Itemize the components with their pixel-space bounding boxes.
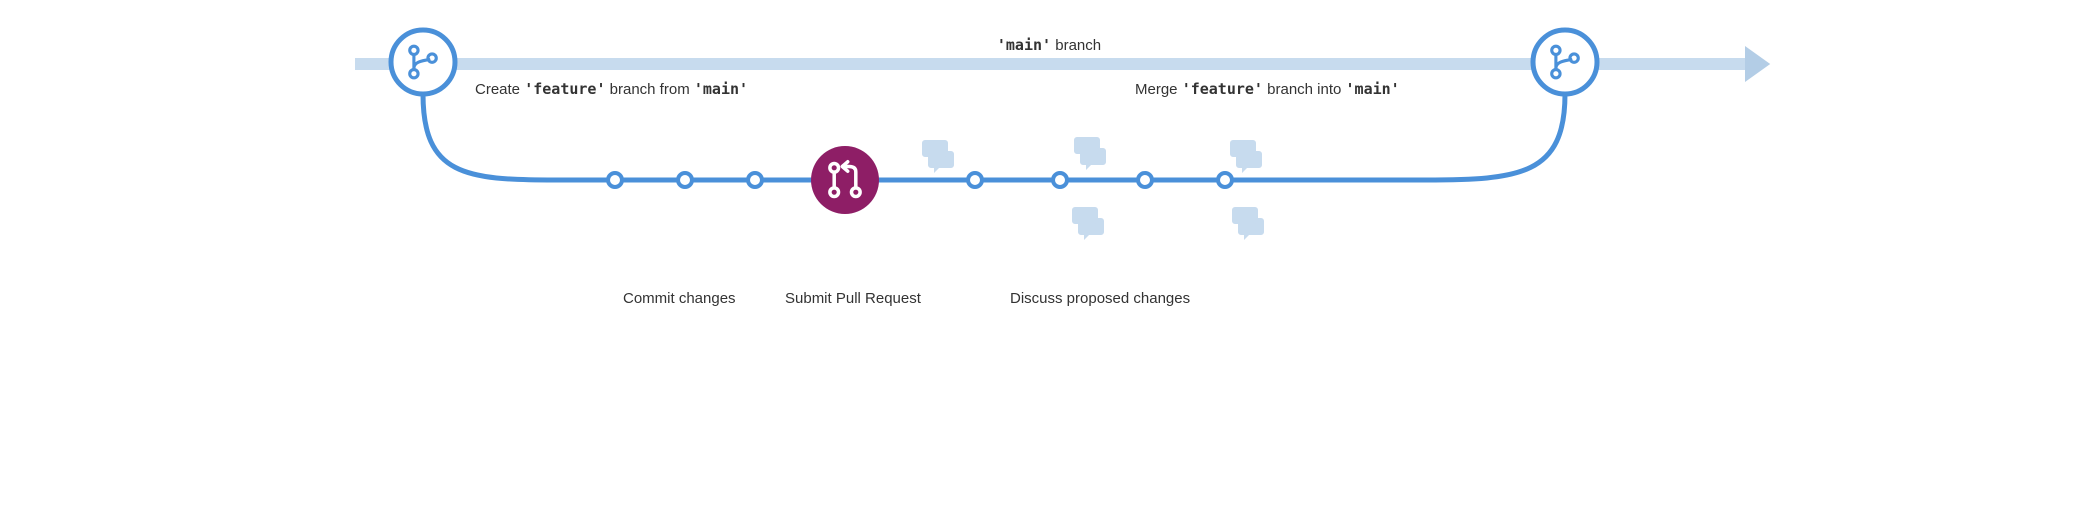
main-branch-label: 'main' branch [265, 36, 1833, 54]
commit-dot [968, 173, 982, 187]
feature-branch-line [423, 94, 1565, 180]
commit-dot [748, 173, 762, 187]
main-branch-code: 'main' [997, 36, 1051, 54]
discuss-label: Discuss proposed changes [1010, 290, 1190, 307]
commit-dot [1053, 173, 1067, 187]
code-literal: 'feature' [1182, 80, 1263, 98]
commit-dot [608, 173, 622, 187]
comment-bubble-icon [1232, 207, 1264, 240]
code-literal: 'main' [694, 80, 748, 98]
commit-dot [1218, 173, 1232, 187]
commit-changes-label: Commit changes [623, 290, 736, 307]
comment-bubble-icon [922, 140, 954, 173]
code-literal: 'main' [1346, 80, 1400, 98]
commit-dot [1138, 173, 1152, 187]
comment-bubble-icon [1072, 207, 1104, 240]
merge-branch-label: Merge 'feature' branch into 'main' [1135, 80, 1400, 98]
comment-bubble-icon [1074, 137, 1106, 170]
code-literal: 'feature' [524, 80, 605, 98]
create-branch-label: Create 'feature' branch from 'main' [475, 80, 748, 98]
diagram-svg [265, 0, 1833, 395]
commit-dot [678, 173, 692, 187]
gitflow-diagram: 'main' branch Create 'feature' branch fr… [265, 0, 1833, 395]
pull-request-node-icon [811, 146, 879, 214]
main-branch-text: branch [1051, 37, 1101, 54]
submit-pr-label: Submit Pull Request [785, 290, 921, 307]
comment-bubble-icon [1230, 140, 1262, 173]
